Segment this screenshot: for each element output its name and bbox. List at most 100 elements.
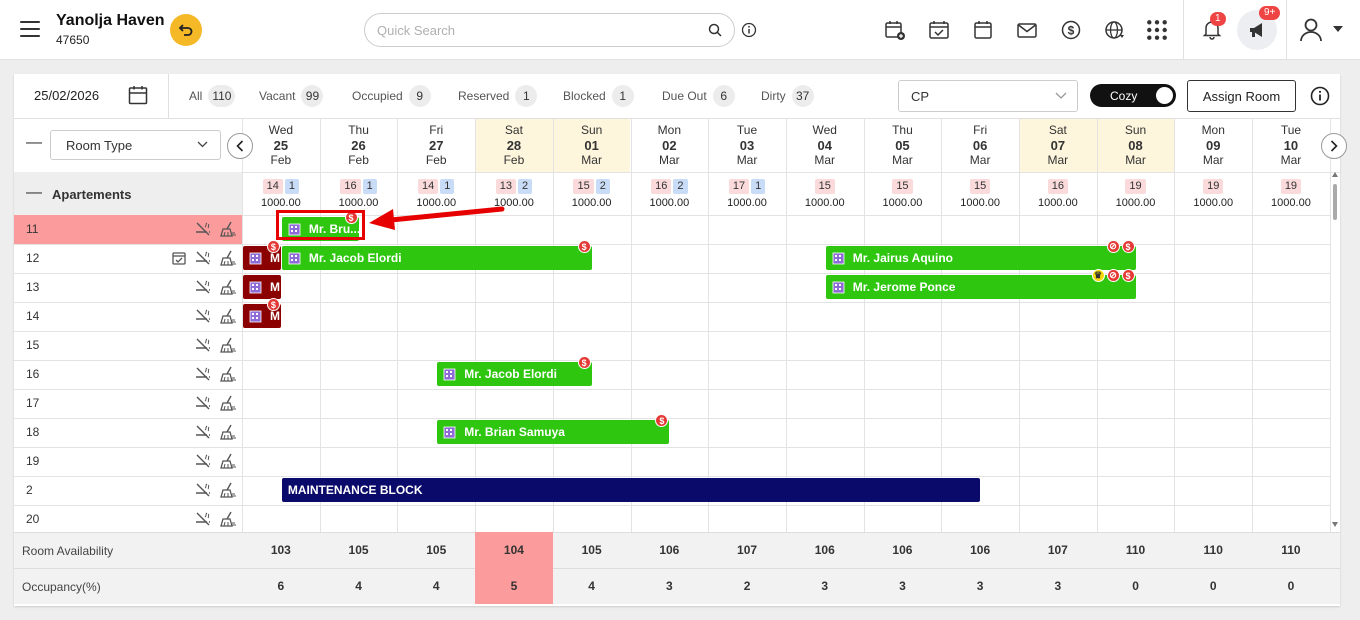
housekeeping-broom-icon[interactable] <box>219 366 237 385</box>
housekeeping-broom-icon[interactable] <box>219 308 237 327</box>
day-number: 01 <box>584 138 599 153</box>
day-number: 02 <box>662 138 677 153</box>
grid-row-line <box>14 273 1330 274</box>
date-header[interactable]: Thu 26 Feb <box>320 123 398 168</box>
date-header[interactable]: Tue 10 Mar <box>1252 123 1330 168</box>
room-type-select[interactable]: Room Type <box>50 130 221 160</box>
housekeeping-broom-icon[interactable] <box>219 453 237 472</box>
housekeeping-broom-icon[interactable] <box>219 395 237 414</box>
reservation-bar[interactable]: Mr. Jerome Ponce <box>825 275 1136 299</box>
filter-all[interactable]: All 110 <box>189 85 236 107</box>
room-row[interactable]: 16 <box>14 360 242 389</box>
room-row[interactable]: 14 <box>14 302 242 331</box>
calendar-picker-icon[interactable] <box>128 85 148 105</box>
room-row[interactable]: 18 <box>14 418 242 447</box>
calendar-icon[interactable] <box>972 19 994 41</box>
rate: 1000.00 <box>338 197 379 209</box>
room-row[interactable]: 2 <box>14 476 242 505</box>
rate: 1000.00 <box>882 197 923 209</box>
housekeeping-broom-icon[interactable] <box>219 482 237 501</box>
rate-plan-select[interactable]: CP <box>898 80 1078 112</box>
scrollbar-thumb[interactable] <box>1333 184 1337 220</box>
reservation-bar[interactable]: M <box>243 304 281 328</box>
info-icon[interactable] <box>1310 86 1330 106</box>
date-header[interactable]: Sat 07 Mar <box>1019 123 1097 168</box>
date-header[interactable]: Mon 09 Mar <box>1174 123 1252 168</box>
vertical-scrollbar[interactable] <box>1330 172 1340 529</box>
date-header[interactable]: Fri 06 Mar <box>941 123 1019 168</box>
new-reservation-icon[interactable] <box>884 19 906 41</box>
housekeeping-broom-icon[interactable] <box>219 221 237 240</box>
guest-name: Mr. Jairus Aquino <box>852 251 953 265</box>
reservation-bar[interactable]: Mr. Brian Samuya <box>437 420 670 444</box>
reservation-bar[interactable]: Mr. Jacob Elordi <box>281 246 592 270</box>
housekeeping-broom-icon[interactable] <box>219 424 237 443</box>
availability-value: 106 <box>970 543 991 557</box>
room-row[interactable]: 12 <box>14 244 242 273</box>
date-header[interactable]: Thu 05 Mar <box>864 123 942 168</box>
filter-vacant[interactable]: Vacant 99 <box>259 85 324 107</box>
rate: 1000.00 <box>1115 197 1156 209</box>
menu-icon[interactable] <box>20 21 40 37</box>
user-menu-button[interactable] <box>1299 17 1345 43</box>
room-row[interactable]: 11 <box>14 215 242 244</box>
reservation-bar[interactable]: Mr. Jacob Elordi <box>437 362 592 386</box>
room-row[interactable]: 17 <box>14 389 242 418</box>
room-row[interactable]: 19 <box>14 447 242 476</box>
available-count: 16 <box>1047 179 1068 194</box>
room-row[interactable]: 20 <box>14 505 242 534</box>
date-header[interactable]: Tue 03 Mar <box>708 123 786 168</box>
apartment-icon <box>443 426 456 439</box>
quick-search[interactable] <box>364 13 735 47</box>
next-dates-button[interactable] <box>1321 133 1347 159</box>
filter-due-out[interactable]: Due Out 6 <box>662 85 735 107</box>
scroll-down-icon[interactable] <box>1332 522 1338 527</box>
reservation-bar[interactable]: Mr. Jairus Aquino <box>825 246 1136 270</box>
announcements-button[interactable]: 9+ <box>1237 6 1281 50</box>
grid-row-line <box>14 505 1330 506</box>
date-header[interactable]: Sat 28 Feb <box>475 123 553 168</box>
mail-icon[interactable] <box>1016 19 1038 41</box>
date-header[interactable]: Sun 08 Mar <box>1097 123 1175 168</box>
daily-counts: 16 1 <box>320 179 398 194</box>
date-header[interactable]: Wed 04 Mar <box>786 123 864 168</box>
apps-grid-icon[interactable] <box>1146 19 1168 41</box>
filter-dirty[interactable]: Dirty 37 <box>761 85 814 107</box>
room-row[interactable]: 13 <box>14 273 242 302</box>
calendar-check-icon[interactable] <box>171 250 187 269</box>
housekeeping-broom-icon[interactable] <box>219 279 237 298</box>
room-row[interactable]: 15 <box>14 331 242 360</box>
filter-blocked[interactable]: Blocked 1 <box>563 85 634 107</box>
collapse-group-icon[interactable]: — <box>26 184 42 201</box>
housekeeping-broom-icon[interactable] <box>219 337 237 356</box>
globe-icon[interactable] <box>1104 19 1126 41</box>
maintenance-block[interactable]: MAINTENANCE BLOCK <box>281 478 981 502</box>
filter-occupied[interactable]: Occupied 9 <box>352 85 431 107</box>
info-icon[interactable] <box>741 22 757 38</box>
search-icon[interactable] <box>708 23 722 37</box>
switch-property-button[interactable] <box>170 14 202 46</box>
filter-reserved[interactable]: Reserved 1 <box>458 85 538 107</box>
search-input[interactable] <box>377 23 697 38</box>
date-header[interactable]: Mon 02 Mar <box>631 123 709 168</box>
occupancy-row: Occupancy(%) <box>14 568 1340 604</box>
filter-label: Reserved <box>458 89 510 103</box>
collapse-all-icon[interactable]: — <box>26 134 42 151</box>
day-of-week: Tue <box>1280 123 1302 137</box>
housekeeping-broom-icon[interactable] <box>219 250 237 269</box>
calendar-check-icon[interactable] <box>928 19 950 41</box>
prev-dates-button[interactable] <box>227 133 253 159</box>
assign-room-button[interactable]: Assign Room <box>1187 80 1296 112</box>
date-header[interactable]: Fri 27 Feb <box>397 123 475 168</box>
date-header[interactable]: Wed 25 Feb <box>242 123 320 168</box>
occupancy-value: 0 <box>1132 579 1139 593</box>
notifications-button[interactable]: 1 <box>1201 12 1226 42</box>
cozy-view-toggle[interactable]: Cozy <box>1090 84 1176 107</box>
housekeeping-broom-icon[interactable] <box>219 511 237 530</box>
reservation-bar[interactable]: M <box>243 275 281 299</box>
daily-counts: 16 <box>1019 179 1097 194</box>
currency-icon[interactable]: $ <box>1060 19 1082 41</box>
scroll-up-icon[interactable] <box>1332 172 1338 177</box>
rate: 1000.00 <box>960 197 1001 209</box>
date-header[interactable]: Sun 01 Mar <box>553 123 631 168</box>
